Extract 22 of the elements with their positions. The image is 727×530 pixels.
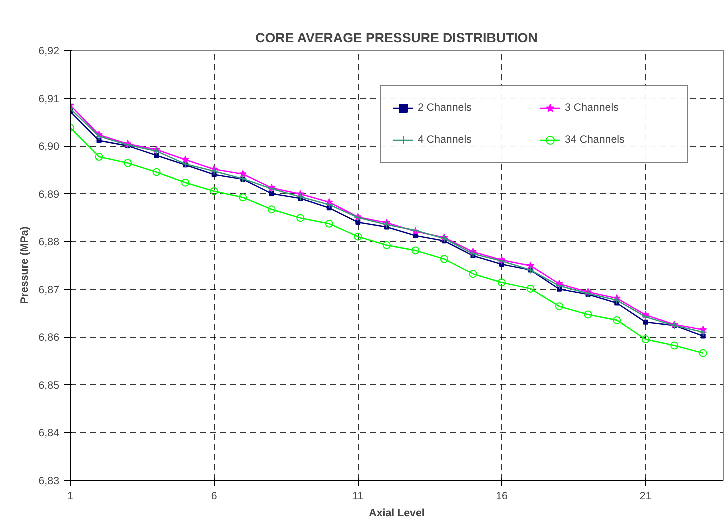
y-axis-title: Pressure (MPa) (18, 226, 31, 304)
legend-label: 4 Channels (418, 134, 473, 146)
x-tick-label: 1 (68, 490, 74, 502)
y-tick-label: 6,88 (38, 236, 60, 249)
legend-label: 34 Channels (565, 134, 626, 146)
x-tick-label: 11 (352, 490, 364, 502)
y-tick-label: 6,83 (38, 476, 60, 488)
legend-label: 3 Channels (565, 102, 620, 114)
y-tick-label: 6,86 (38, 332, 60, 344)
legend-label: 2 Channels (418, 102, 473, 114)
x-axis-title: Axial Level (369, 508, 425, 520)
y-tick-label: 6,85 (38, 380, 60, 392)
y-tick-label: 6,91 (38, 93, 60, 106)
y-tick-label: 6,92 (38, 46, 60, 58)
y-tick-label: 6,87 (38, 284, 60, 296)
y-tick-label: 6,90 (38, 141, 60, 154)
x-tick-label: 16 (496, 490, 508, 502)
x-tick-label: 6 (211, 490, 218, 502)
chart-title: CORE AVERAGE PRESSURE DISTRIBUTION (256, 30, 538, 46)
y-tick-label: 6,89 (38, 188, 60, 201)
y-tick-label: 6,84 (38, 428, 60, 440)
x-tick-label: 21 (640, 490, 652, 502)
